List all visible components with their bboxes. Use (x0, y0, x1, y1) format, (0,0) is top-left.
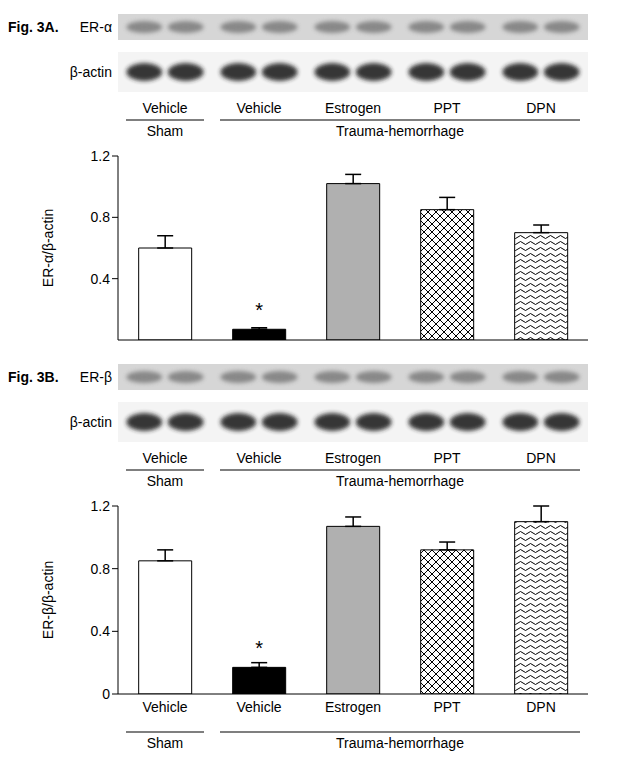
svg-text:1.2: 1.2 (91, 148, 111, 164)
svg-text:ER-α/β-actin: ER-α/β-actin (40, 209, 56, 287)
svg-text:Vehicle: Vehicle (236, 699, 281, 715)
svg-text:PPT: PPT (433, 100, 461, 116)
svg-text:ER-β/β-actin: ER-β/β-actin (40, 561, 56, 639)
svg-text:Vehicle: Vehicle (142, 100, 187, 116)
svg-text:0.8: 0.8 (91, 209, 111, 225)
svg-text:β-actin: β-actin (70, 64, 112, 80)
svg-text:Estrogen: Estrogen (325, 450, 381, 466)
svg-text:0.4: 0.4 (91, 271, 111, 287)
svg-text:Sham: Sham (147, 123, 184, 139)
svg-text:Sham: Sham (147, 473, 184, 489)
svg-text:DPN: DPN (526, 100, 556, 116)
svg-text:DPN: DPN (526, 450, 556, 466)
svg-text:Trauma-hemorrhage: Trauma-hemorrhage (336, 735, 464, 751)
svg-text:ER-α: ER-α (80, 19, 112, 35)
svg-text:*: * (255, 637, 263, 659)
svg-text:Vehicle: Vehicle (142, 699, 187, 715)
svg-text:PPT: PPT (433, 699, 461, 715)
svg-text:0.4: 0.4 (91, 623, 111, 639)
svg-text:PPT: PPT (433, 450, 461, 466)
svg-text:Sham: Sham (147, 735, 184, 751)
svg-text:*: * (255, 299, 263, 321)
svg-text:Estrogen: Estrogen (325, 100, 381, 116)
svg-text:0: 0 (102, 686, 110, 702)
svg-text:0.8: 0.8 (91, 561, 111, 577)
svg-text:Trauma-hemorrhage: Trauma-hemorrhage (336, 473, 464, 489)
svg-text:Fig. 3A.: Fig. 3A. (8, 19, 59, 35)
svg-text:Vehicle: Vehicle (236, 100, 281, 116)
svg-text:1.2: 1.2 (91, 498, 111, 514)
svg-text:Trauma-hemorrhage: Trauma-hemorrhage (336, 123, 464, 139)
svg-text:Vehicle: Vehicle (142, 450, 187, 466)
svg-text:Estrogen: Estrogen (325, 699, 381, 715)
svg-text:ER-β: ER-β (80, 369, 112, 385)
svg-text:Fig. 3B.: Fig. 3B. (8, 369, 59, 385)
svg-text:β-actin: β-actin (70, 414, 112, 430)
svg-text:DPN: DPN (526, 699, 556, 715)
svg-text:Vehicle: Vehicle (236, 450, 281, 466)
